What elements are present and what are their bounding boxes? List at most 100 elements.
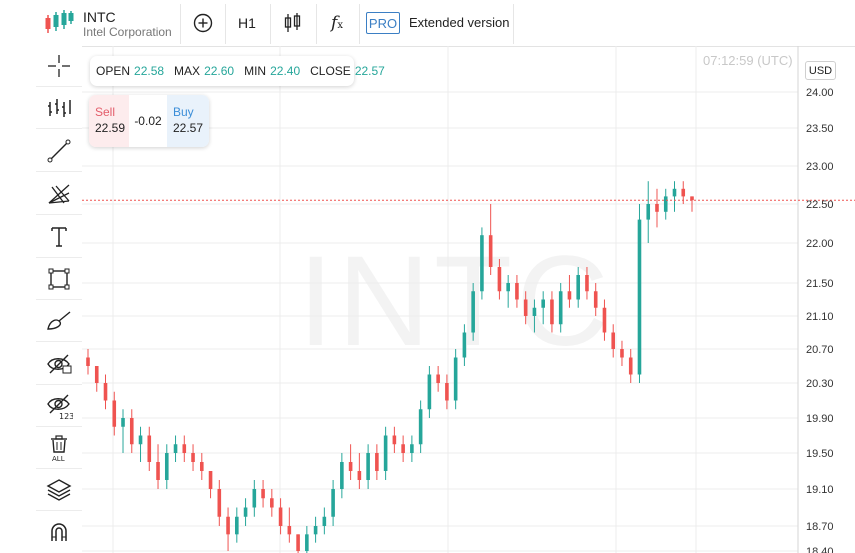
timeframe-button[interactable]: H1	[238, 15, 256, 31]
min-label: MIN	[244, 64, 267, 78]
candle-body	[182, 444, 187, 453]
candle-body	[191, 453, 195, 462]
candle-body	[462, 332, 467, 358]
extended-version-link[interactable]: Extended version	[409, 15, 510, 30]
currency-button[interactable]: USD	[805, 61, 836, 80]
candle-body	[602, 307, 607, 333]
candle-body	[156, 462, 160, 480]
candle-body	[129, 418, 134, 445]
ticker-symbol[interactable]: INTC	[83, 9, 116, 25]
candle-body	[672, 188, 677, 197]
buy-label: Buy	[173, 105, 194, 119]
candle-body	[235, 516, 239, 535]
candle-body	[690, 196, 694, 201]
candlestick-chart[interactable]: 24.00 23.50 23.00 22.50 22.00 21.50 21.10 20.70…	[82, 46, 855, 553]
chart-type-button[interactable]	[276, 6, 310, 40]
trend-line-tool[interactable]	[36, 131, 82, 172]
candle-body	[663, 196, 668, 212]
hide-drawings-tool[interactable]	[36, 344, 82, 385]
price-axis-label: 18.70	[806, 521, 834, 533]
pro-badge[interactable]: PRO	[366, 12, 400, 34]
price-axis-label: 21.50	[806, 278, 834, 290]
candle-body	[620, 349, 624, 358]
fib-fan-icon	[48, 184, 70, 204]
candles-logo-icon	[45, 10, 74, 33]
brush-tool[interactable]	[36, 301, 82, 342]
candle-body	[243, 507, 248, 517]
candle-body	[375, 453, 379, 471]
sell-price: 22.59	[95, 121, 126, 135]
brush-icon	[47, 311, 71, 330]
indicators-button[interactable]: fx	[320, 6, 354, 40]
magnet-tool[interactable]	[36, 512, 82, 552]
text-tool[interactable]	[36, 217, 82, 258]
candle-body	[427, 374, 432, 410]
price-chart[interactable]: INTC 24.00 23.50 23.00 22.50 22.00 21.50 21.10…	[82, 46, 855, 553]
candle-body	[637, 219, 642, 375]
candle-body	[313, 526, 318, 535]
candle-body	[558, 291, 563, 325]
sell-button[interactable]: Sell 22.59	[89, 95, 129, 147]
layers-tool[interactable]	[36, 470, 82, 511]
indicators-fx-icon: fx	[331, 13, 343, 33]
close-value: 22.57	[354, 64, 385, 78]
candle-body	[217, 489, 222, 517]
candle-body	[445, 383, 449, 401]
crosshair-tool[interactable]	[36, 46, 82, 87]
rectangle-icon	[48, 268, 70, 290]
candle-body	[392, 435, 397, 445]
add-compare-button[interactable]	[186, 6, 220, 40]
candle-body	[410, 444, 414, 453]
magnet-icon	[51, 523, 67, 541]
delete-all-tool[interactable]: ALL	[36, 428, 82, 469]
candle-body	[121, 418, 125, 427]
spread-value: -0.02	[134, 114, 162, 128]
indicators-tool[interactable]	[36, 88, 82, 129]
price-axis-label: 22.50	[806, 199, 834, 211]
candle-body	[550, 299, 554, 325]
candle-body	[497, 267, 502, 292]
candle-body	[278, 507, 283, 526]
price-axis-label: 21.10	[806, 311, 834, 323]
candle-body	[628, 357, 633, 375]
candle-body	[252, 489, 257, 508]
price-axis-label: 23.00	[806, 161, 834, 173]
server-clock: 07:12:59 (UTC)	[703, 53, 793, 68]
hide-indicators-tool[interactable]: 123	[36, 386, 82, 427]
candle-body	[655, 204, 659, 212]
candle-body	[270, 498, 274, 508]
price-axis-label: 23.50	[806, 123, 834, 135]
toolbar-divider	[513, 4, 514, 44]
candle-body	[357, 471, 362, 480]
rectangle-tool[interactable]	[36, 259, 82, 300]
price-axis-label: 18.40	[806, 546, 834, 553]
add-icon	[193, 13, 213, 33]
candle-body	[147, 435, 152, 462]
candle-body	[532, 307, 537, 316]
candle-body	[112, 400, 117, 427]
candle-body	[208, 471, 213, 489]
candle-body	[226, 516, 230, 535]
text-tool-icon	[51, 227, 67, 247]
candle-body	[261, 489, 265, 499]
candle-body	[296, 534, 300, 551]
svg-text:ALL: ALL	[52, 455, 65, 462]
candle-body	[348, 462, 353, 471]
price-axis-label: 20.70	[806, 344, 834, 356]
ohlc-panel: OPEN 22.58 MAX 22.60 MIN 22.40 CLOSE 22.…	[90, 56, 385, 86]
crosshair-icon	[48, 55, 70, 77]
candle-body	[471, 291, 475, 333]
buy-button[interactable]: Buy 22.57	[167, 95, 209, 147]
delete-all-icon: ALL	[51, 435, 67, 462]
candle-body	[480, 235, 484, 292]
toolbar-divider	[359, 4, 360, 44]
fib-fan-tool[interactable]	[36, 174, 82, 215]
candle-body	[331, 489, 335, 517]
open-value: 22.58	[134, 64, 165, 78]
candle-body	[173, 444, 178, 453]
candle-body	[305, 534, 309, 551]
drawing-tools-sidebar: 123 ALL	[0, 46, 82, 553]
buy-price: 22.57	[173, 121, 204, 135]
max-label: MAX	[174, 64, 201, 78]
layers-icon	[46, 479, 72, 501]
